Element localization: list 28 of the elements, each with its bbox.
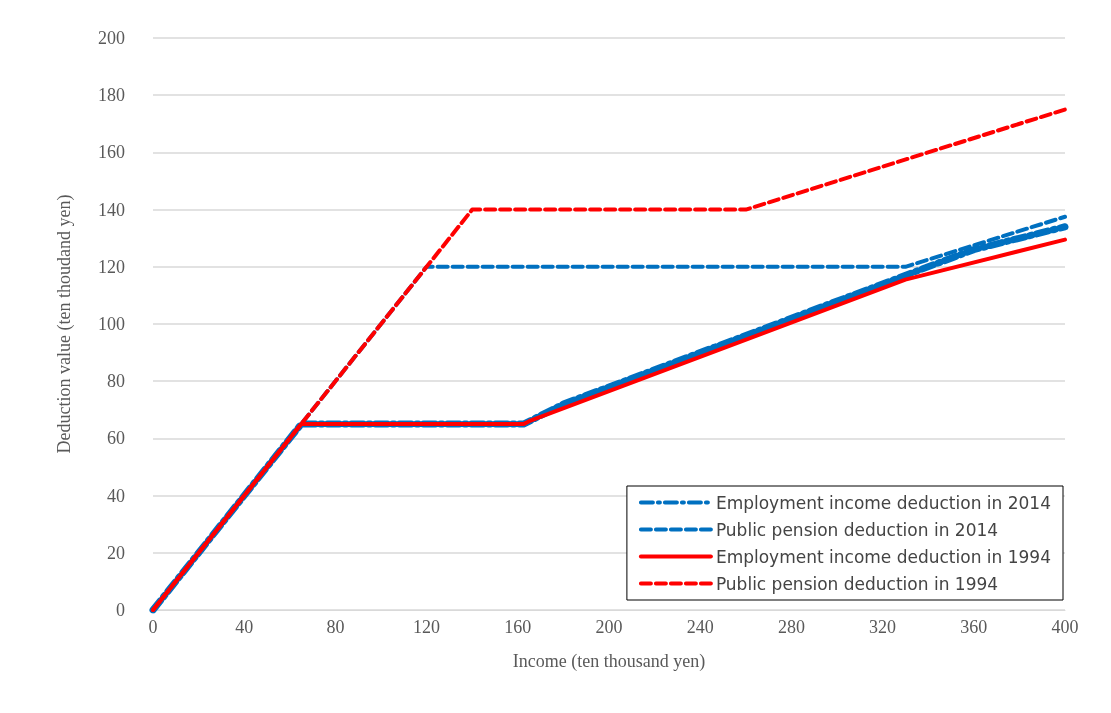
x-tick-label: 240 (686, 617, 714, 637)
legend-label: Employment income deduction in 2014 (715, 492, 1052, 513)
y-tick-label: 40 (107, 485, 125, 506)
x-axis-title: Income (ten thousand yen) (512, 651, 706, 672)
x-tick-label: 120 (413, 617, 441, 637)
legend-label: Public pension deduction in 1994 (715, 573, 999, 594)
y-tick-label: 160 (98, 142, 125, 163)
y-tick-label: 20 (107, 542, 125, 563)
x-tick-label: 40 (235, 617, 254, 637)
y-tick-label: 200 (98, 28, 125, 48)
y-tick-label: 120 (98, 256, 125, 277)
y-tick-label: 100 (98, 314, 125, 334)
x-tick-label: 360 (960, 617, 988, 637)
y-tick-label: 140 (98, 199, 125, 220)
y-axis-title: Deduction value (ten thoudand yen) (54, 194, 75, 454)
x-tick-label: 160 (504, 617, 532, 637)
y-tick-label: 60 (107, 428, 125, 449)
y-tick-label: 0 (116, 600, 125, 620)
x-tick-label: 0 (148, 617, 158, 637)
x-tick-label: 80 (326, 617, 345, 637)
x-tick-label: 200 (595, 617, 623, 637)
x-tick-label: 400 (1051, 617, 1079, 637)
y-tick-label: 180 (98, 85, 125, 106)
legend-label: Employment income deduction in 1994 (715, 546, 1052, 567)
x-tick-label: 320 (869, 617, 897, 637)
x-tick-label: 280 (777, 617, 805, 637)
y-tick-label: 80 (107, 371, 125, 392)
legend-label: Public pension deduction in 2014 (715, 519, 999, 540)
